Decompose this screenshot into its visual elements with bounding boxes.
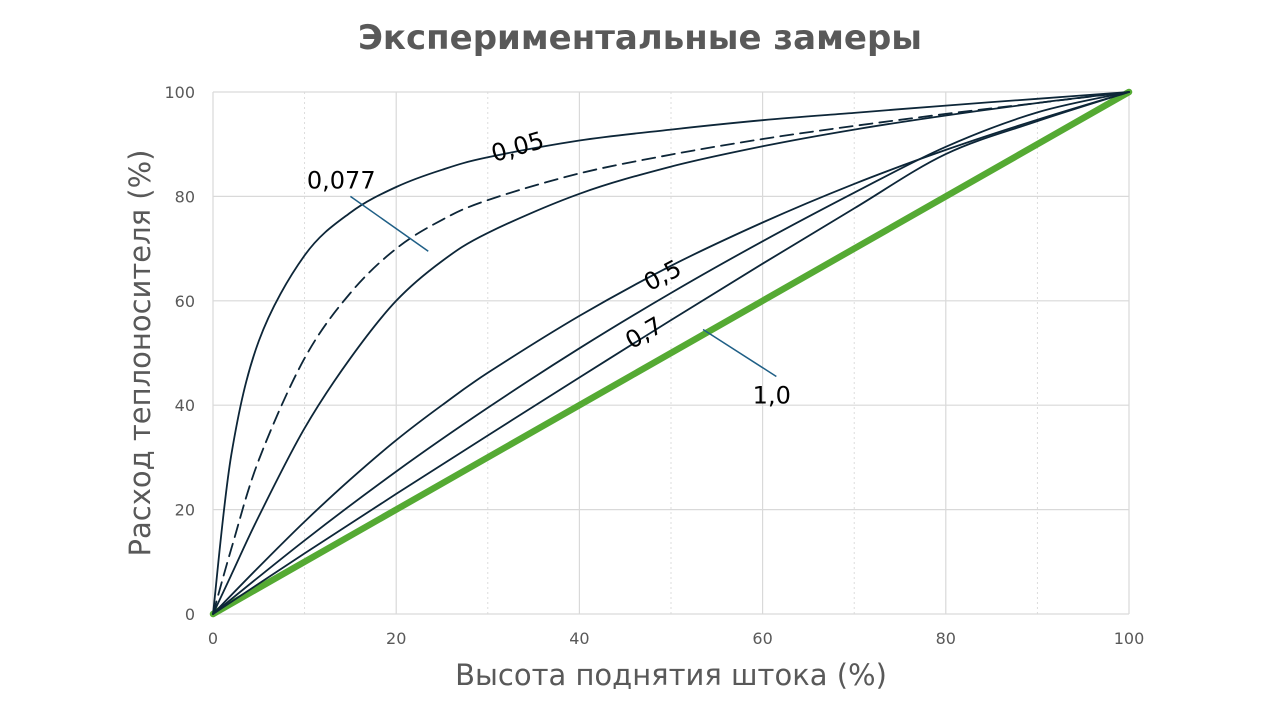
y-tick-label: 20: [175, 501, 195, 520]
series-line-unlabeled-3: [212, 91, 1130, 615]
annotation-label: 0,077: [307, 167, 376, 195]
series-lines: [209, 88, 1133, 618]
tick-labels: 0 20 40 60 80 100 0 20 40 60 80 100: [164, 83, 1144, 648]
chart-title: Экспериментальные замеры: [357, 18, 923, 58]
annotation-leader-line: [702, 328, 777, 378]
series-line-1-0: [209, 88, 1133, 618]
annotation-label: 0,5: [639, 254, 686, 297]
x-tick-label: 100: [1114, 629, 1145, 648]
annotation-label: 0,05: [488, 126, 547, 168]
x-tick-label: 0: [208, 629, 218, 648]
series-line-0-077: [212, 91, 1130, 615]
series-line-0-05: [212, 91, 1130, 615]
annotation-leader-line: [349, 195, 429, 252]
y-tick-label: 60: [175, 292, 195, 311]
x-tick-label: 80: [936, 629, 956, 648]
y-tick-label: 80: [175, 187, 195, 206]
series-line-0-7: [212, 91, 1130, 615]
series-line-unlabeled-6: [212, 91, 1130, 615]
x-axis-label: Высота поднятия штока (%): [455, 658, 887, 692]
annotation-label: 1,0: [753, 382, 791, 410]
x-tick-label: 60: [752, 629, 772, 648]
y-tick-label: 0: [185, 605, 195, 624]
x-tick-label: 40: [569, 629, 589, 648]
grid-lines: [212, 91, 1130, 615]
y-axis-label: Расход теплоносителя (%): [123, 149, 157, 557]
y-tick-label: 100: [164, 83, 195, 102]
series-line-0-5: [212, 91, 1130, 615]
x-tick-label: 20: [386, 629, 406, 648]
y-tick-label: 40: [175, 396, 195, 415]
